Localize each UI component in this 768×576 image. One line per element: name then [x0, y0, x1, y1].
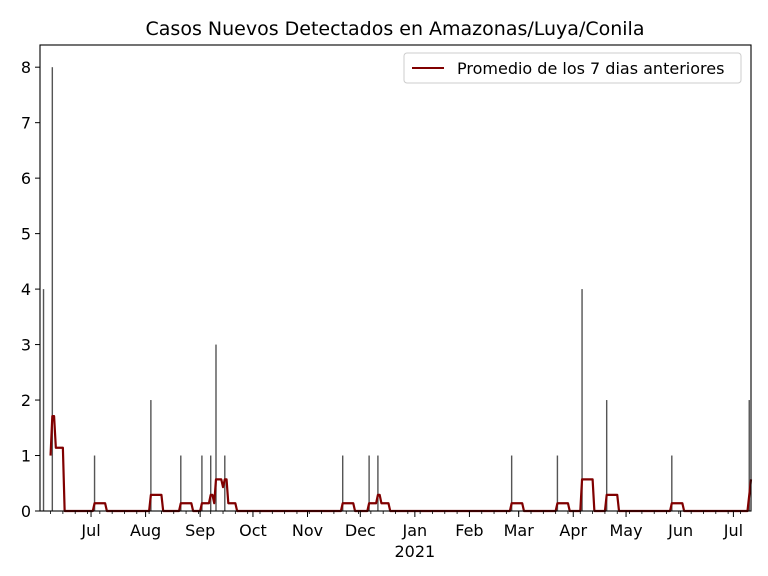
chart-title: Casos Nuevos Detectados en Amazonas/Luya…	[146, 18, 645, 40]
bar	[210, 455, 212, 511]
x-tick-label: Aug	[130, 521, 161, 540]
bar	[748, 400, 750, 511]
bar	[556, 455, 559, 511]
x-tick-label: May	[610, 521, 643, 540]
bar	[605, 400, 608, 511]
legend-box	[403, 52, 742, 84]
y-tick-label: 6	[21, 169, 31, 188]
y-tick-label: 2	[21, 391, 31, 410]
series-line	[49, 415, 753, 513]
y-axis: 0 1 2 3 4 5 6 7 8	[21, 58, 40, 521]
line-layer	[49, 415, 753, 513]
bar	[201, 455, 203, 511]
y-tick-label: 7	[21, 114, 31, 133]
x-tick-label: Jul	[723, 521, 743, 540]
legend: Promedio de los 7 dias anteriores	[403, 52, 742, 84]
bar	[180, 455, 182, 511]
bar	[51, 67, 54, 511]
x-tick-year-label: 2021	[395, 542, 436, 561]
bar	[93, 455, 96, 511]
y-tick-label: 4	[21, 280, 31, 299]
x-tick-label: Jun	[667, 521, 693, 540]
y-tick-label: 8	[21, 58, 31, 77]
bar	[342, 455, 344, 511]
bar	[42, 289, 45, 511]
x-tick-label: Jan	[402, 521, 428, 540]
x-tick-label: Jul	[80, 521, 100, 540]
bar	[368, 455, 370, 511]
y-tick-label: 0	[21, 502, 31, 521]
x-tick-label: Feb	[455, 521, 483, 540]
bar	[581, 289, 583, 511]
bar	[671, 455, 673, 511]
legend-label: Promedio de los 7 dias anteriores	[457, 59, 724, 78]
x-tick-label: Nov	[292, 521, 323, 540]
x-tick-label: Dec	[345, 521, 376, 540]
bar	[510, 455, 513, 511]
plot-frame	[39, 44, 752, 512]
y-tick-label: 1	[21, 447, 31, 466]
x-tick-label: Sep	[185, 521, 215, 540]
x-axis: Jul Aug Sep Oct Nov Dec Jan 2021 Feb Mar Apr May Jun…	[50, 511, 743, 561]
x-tick-label: Apr	[559, 521, 587, 540]
bars-layer	[42, 67, 750, 511]
bar	[377, 455, 379, 511]
x-tick-label: Oct	[239, 521, 267, 540]
x-tick-label: Mar	[504, 521, 535, 540]
bar	[215, 344, 217, 511]
bar	[150, 400, 152, 511]
y-tick-label: 5	[21, 225, 31, 244]
y-tick-label: 3	[21, 336, 31, 355]
